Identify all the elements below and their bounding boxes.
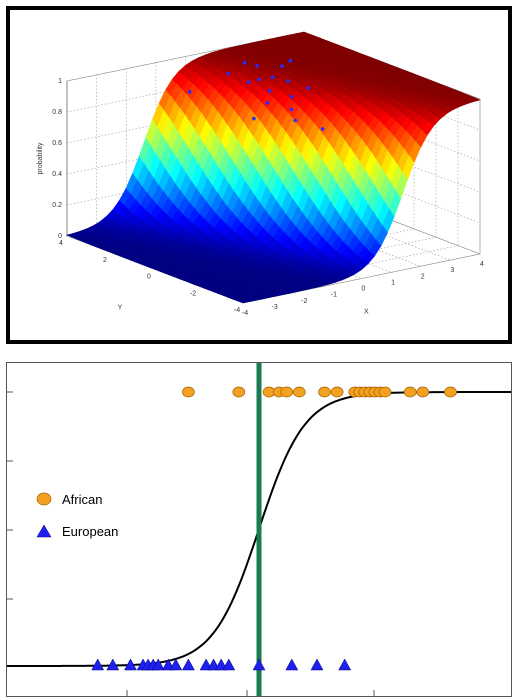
- data-point-blue: [293, 118, 298, 123]
- african-marker: [232, 386, 246, 398]
- y-axis-label: Y: [118, 305, 123, 312]
- surface-patch: [467, 97, 481, 103]
- african-marker: [292, 386, 306, 398]
- european-marker: [222, 658, 236, 671]
- y-tick-label: 4: [59, 240, 63, 247]
- legend: African European: [36, 492, 118, 539]
- probability-surface: [66, 31, 481, 304]
- european-marker: [169, 658, 183, 671]
- data-point-blue: [247, 80, 251, 84]
- data-point-blue: [242, 61, 247, 65]
- x-tick-label: -2: [301, 298, 307, 305]
- african-marker: [318, 386, 331, 398]
- logistic-plot: African European: [7, 363, 511, 696]
- x-axis-label: X: [364, 308, 369, 315]
- x-tick-label: -3: [272, 304, 278, 311]
- data-point-blue: [289, 107, 294, 112]
- european-marker: [151, 658, 165, 671]
- z-tick-label: 0.4: [52, 171, 62, 178]
- z-tick-label: 0.8: [52, 109, 62, 116]
- african-marker: [280, 386, 294, 398]
- legend-african-symbol: [36, 492, 52, 506]
- data-point-blue: [267, 89, 272, 93]
- data-point-blue: [252, 116, 256, 121]
- z-tick-label: 0.2: [52, 202, 62, 209]
- legend-african-label: African: [62, 492, 102, 507]
- logistic-plot-frame: African European: [6, 362, 512, 697]
- z-axis-label: probability: [37, 142, 44, 174]
- african-marker: [403, 386, 417, 398]
- data-point-blue: [289, 94, 294, 99]
- african-marker: [182, 386, 195, 398]
- x-tick-label: -4: [242, 310, 248, 317]
- european-marker: [285, 658, 299, 671]
- surface-plot: 0 0.2 0.4 0.6 0.8 1 -4 -3 -2 -1 0 1 2 3 4 -4 -2 0 2 4 X Yprob…: [37, 31, 484, 317]
- data-point-blue: [306, 86, 310, 90]
- x-tick-label: 0: [362, 286, 366, 293]
- legend-european-label: European: [62, 524, 118, 539]
- european-marker: [106, 658, 120, 671]
- z-tick-label: 0.6: [52, 140, 62, 147]
- x-tick-label: 3: [450, 267, 454, 274]
- y-tick-label: 0: [147, 274, 151, 281]
- data-point-blue: [320, 127, 325, 131]
- data-point-blue: [226, 71, 230, 76]
- axis-ticks: 0 0.2 0.4 0.6 0.8 1 -4 -3 -2 -1 0 1 2 3 4 -4 -2 0 2 4: [52, 78, 484, 317]
- african-marker: [416, 386, 430, 398]
- european-marker: [181, 658, 195, 671]
- data-point-blue: [187, 90, 192, 94]
- z-tick-label: 1: [58, 78, 62, 85]
- european-marker: [338, 658, 352, 671]
- z-tick-label: 0: [58, 233, 62, 240]
- african-marker: [378, 386, 392, 398]
- legend-european-symbol: [36, 524, 52, 538]
- european-marker: [124, 658, 137, 671]
- x-tick-label: -1: [331, 292, 337, 299]
- data-point-blue: [265, 101, 269, 105]
- x-tick-label: 2: [421, 273, 425, 280]
- data-point-blue: [270, 75, 275, 80]
- y-tick-label: -2: [190, 290, 196, 297]
- african-marker: [330, 386, 344, 398]
- european-marker: [252, 658, 266, 671]
- data-point-blue: [280, 64, 284, 68]
- african-marker: [444, 386, 457, 398]
- y-tick-label: 2: [103, 257, 107, 264]
- data-point-blue: [288, 58, 293, 63]
- data-point-blue: [257, 77, 261, 82]
- x-tick-label: 1: [391, 279, 395, 286]
- european-marker: [91, 658, 105, 671]
- european-marker: [310, 658, 324, 671]
- frame-ticks: [7, 391, 375, 696]
- x-tick-label: 4: [480, 261, 484, 268]
- data-point-blue: [255, 64, 259, 68]
- data-point-blue: [286, 79, 290, 83]
- y-tick-label: -4: [234, 307, 240, 314]
